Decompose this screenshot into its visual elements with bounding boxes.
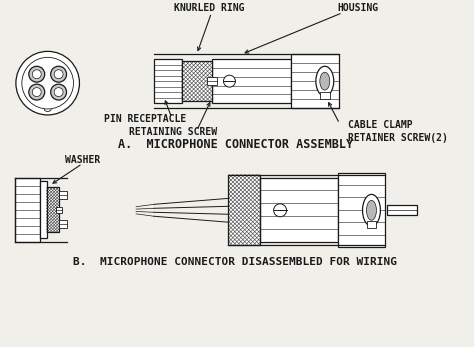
Text: WASHER: WASHER — [64, 155, 100, 164]
Text: RETAINER SCREW(2): RETAINER SCREW(2) — [347, 133, 447, 143]
Bar — [320, 92, 330, 99]
Ellipse shape — [316, 66, 334, 96]
Bar — [387, 205, 417, 215]
Circle shape — [51, 84, 66, 100]
Circle shape — [29, 84, 45, 100]
Circle shape — [51, 66, 66, 82]
Text: RETAINING SCREW: RETAINING SCREW — [129, 127, 217, 137]
Bar — [15, 178, 40, 242]
Bar — [228, 175, 260, 245]
Text: HOUSING: HOUSING — [337, 3, 379, 12]
Text: A.  MICROPHONE CONNECTOR ASSEMBLY: A. MICROPHONE CONNECTOR ASSEMBLY — [118, 138, 353, 151]
Ellipse shape — [363, 194, 381, 226]
Bar — [182, 61, 211, 101]
Text: PIN RECEPTACLE: PIN RECEPTACLE — [104, 114, 187, 124]
Bar — [337, 172, 385, 247]
Bar — [207, 77, 217, 85]
Bar — [59, 192, 66, 200]
Bar — [366, 221, 376, 228]
Ellipse shape — [366, 200, 376, 220]
Circle shape — [32, 88, 41, 96]
Circle shape — [22, 57, 73, 109]
Bar — [260, 178, 337, 242]
Bar — [40, 181, 46, 238]
Bar — [154, 59, 182, 103]
Bar — [55, 207, 62, 213]
Bar — [59, 220, 66, 228]
Circle shape — [54, 70, 63, 79]
Bar — [291, 54, 339, 108]
Bar — [211, 59, 291, 103]
Bar — [46, 187, 59, 232]
Text: KNURLED RING: KNURLED RING — [174, 3, 244, 12]
Text: CABLE CLAMP: CABLE CLAMP — [347, 120, 412, 130]
Ellipse shape — [320, 72, 330, 90]
Circle shape — [273, 204, 287, 217]
Circle shape — [29, 66, 45, 82]
Text: B.  MICROPHONE CONNECTOR DISASSEMBLED FOR WIRING: B. MICROPHONE CONNECTOR DISASSEMBLED FOR… — [73, 257, 397, 267]
Circle shape — [54, 88, 63, 96]
Circle shape — [32, 70, 41, 79]
Circle shape — [223, 75, 236, 87]
Circle shape — [16, 51, 80, 115]
